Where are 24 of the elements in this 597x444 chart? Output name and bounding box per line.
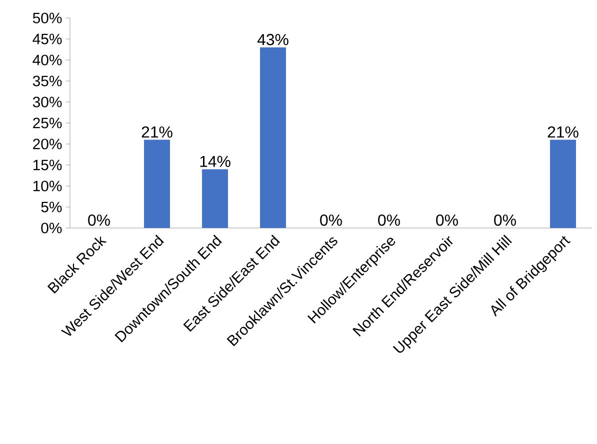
data-label: 14%	[200, 156, 230, 168]
data-label: 21%	[142, 126, 172, 138]
y-tick-label: 5%	[41, 202, 62, 212]
y-tick-label: 50%	[32, 12, 62, 24]
y-tick-label: 30%	[32, 96, 62, 108]
data-label: 0%	[378, 214, 400, 226]
bar	[202, 169, 228, 228]
bar	[260, 47, 286, 228]
y-tick-label: 10%	[33, 180, 62, 192]
data-label: 0%	[436, 214, 458, 226]
data-label: 43%	[257, 34, 288, 46]
y-tick-label: 45%	[32, 34, 62, 44]
data-label: 0%	[88, 214, 110, 226]
y-tick-label: 20%	[33, 138, 62, 150]
data-label: 0%	[320, 214, 342, 226]
data-label: 21%	[548, 126, 578, 138]
y-tick-label: 40%	[32, 54, 62, 66]
y-tick-label: 0%	[41, 222, 62, 234]
data-label: 0%	[494, 214, 516, 226]
y-tick-label: 25%	[33, 118, 62, 128]
y-tick-label: 15%	[33, 160, 62, 170]
bar	[550, 140, 576, 228]
y-tick-label: 35%	[32, 76, 62, 86]
bar	[144, 140, 170, 228]
